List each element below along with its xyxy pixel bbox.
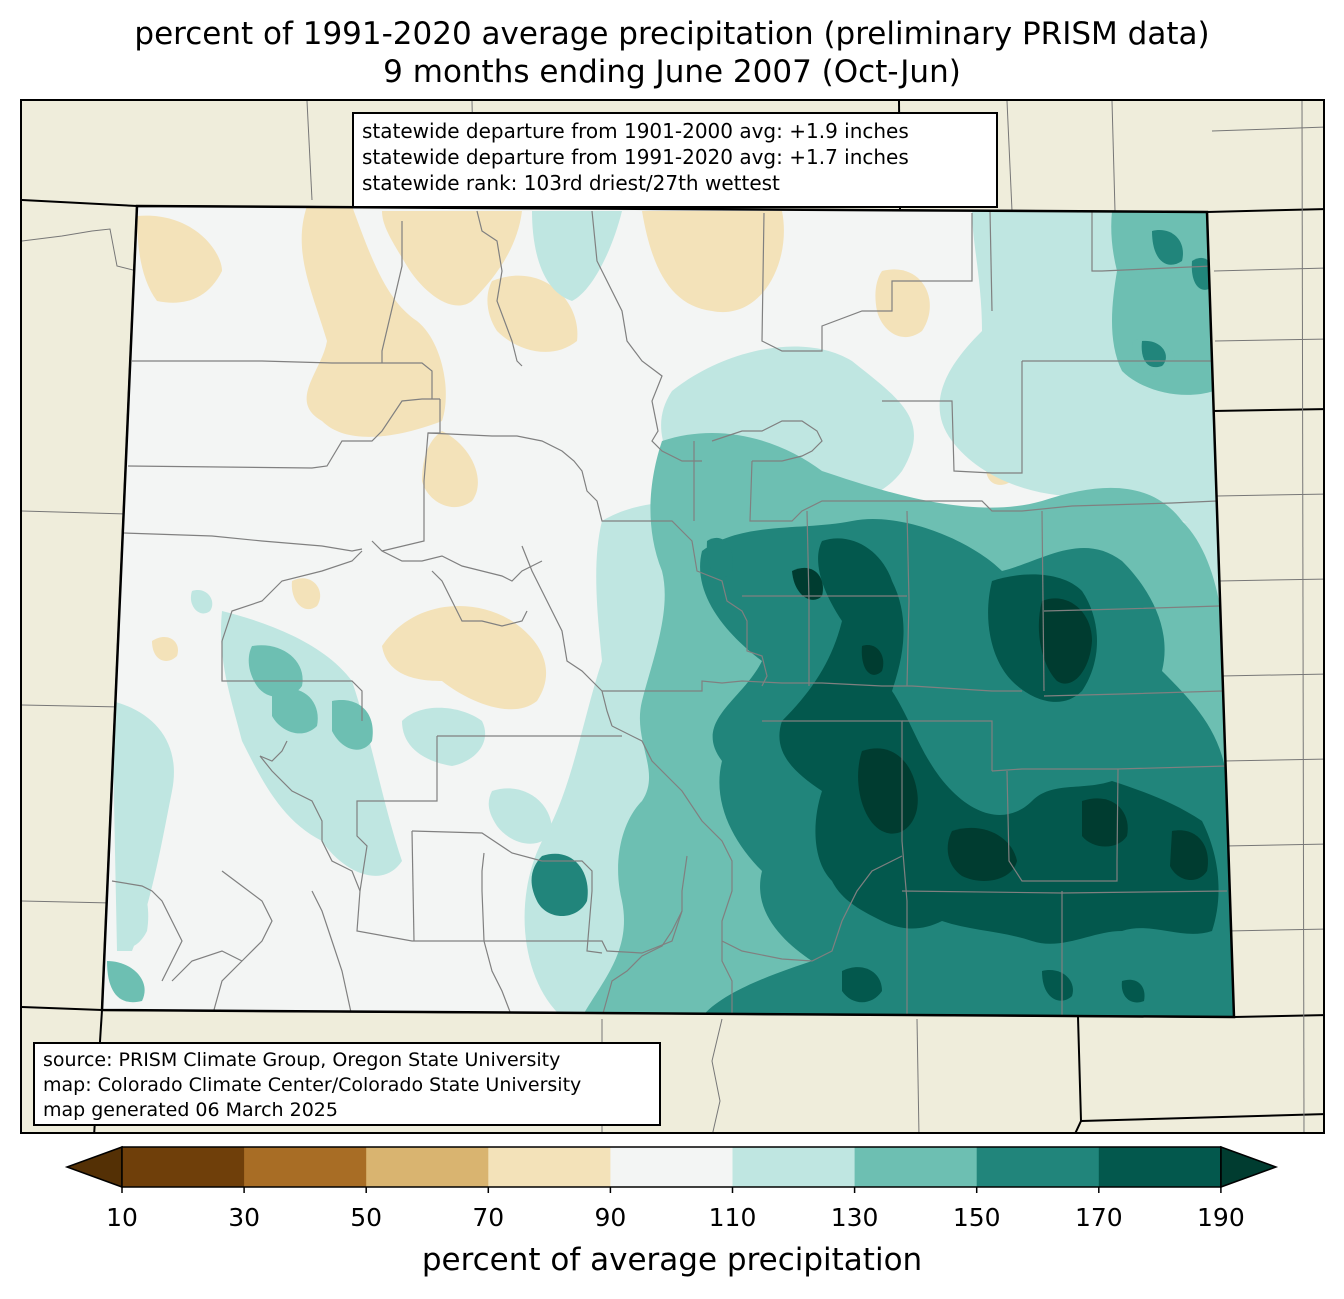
colorbar-tick-label: 190 xyxy=(1197,1203,1245,1232)
county-borders xyxy=(111,210,1228,1017)
colorbar-tick-label: 150 xyxy=(952,1203,1001,1232)
map-frame: statewide departure from 1901-2000 avg: … xyxy=(20,99,1325,1134)
precipitation-field xyxy=(102,206,1234,1017)
stats-rank: statewide rank: 103rd driest/27th wettes… xyxy=(362,171,780,195)
colorbar-bin xyxy=(488,1147,611,1187)
colorbar xyxy=(64,1145,1279,1193)
colorbar-bin xyxy=(1098,1147,1222,1187)
colorbar-tick-label: 90 xyxy=(594,1203,627,1232)
map-subtitle: 9 months ending June 2007 (Oct-Jun) xyxy=(383,54,961,90)
map-title: percent of 1991-2020 average precipitati… xyxy=(134,16,1210,52)
colorbar-tick-label: 50 xyxy=(350,1203,383,1232)
colorbar-arrow-max xyxy=(1220,1145,1279,1189)
colorbar-bin xyxy=(122,1147,245,1187)
colorbar-tick-label: 10 xyxy=(106,1203,138,1232)
colorbar-bin xyxy=(854,1147,978,1187)
colorbar-tick-label: 70 xyxy=(472,1203,505,1232)
source-line: source: PRISM Climate Group, Oregon Stat… xyxy=(43,1049,561,1071)
statewide-stats-box: statewide departure from 1901-2000 avg: … xyxy=(352,112,998,208)
colorbar-label: percent of average precipitation xyxy=(421,1242,923,1278)
colorado-border xyxy=(100,204,1236,1019)
generated-date-line: map generated 06 March 2025 xyxy=(43,1099,338,1121)
precip-70-90-areas xyxy=(137,206,1031,710)
map-credit-line: map: Colorado Climate Center/Colorado St… xyxy=(43,1074,582,1096)
colorbar-bin xyxy=(610,1147,733,1187)
precip-190plus-areas xyxy=(792,567,1208,881)
colorbar-bin xyxy=(732,1147,856,1187)
stats-departure-1901: statewide departure from 1901-2000 avg: … xyxy=(362,119,909,143)
colorbar-outline xyxy=(121,1146,1222,1188)
colorbar-bin xyxy=(976,1147,1100,1187)
colorbar-tick-label: 30 xyxy=(228,1203,260,1232)
colorbar-tick-label: 110 xyxy=(708,1203,757,1232)
source-attribution-box: source: PRISM Climate Group, Oregon Stat… xyxy=(33,1042,661,1126)
colorbar-bin xyxy=(366,1147,489,1187)
colorbar-tick-label: 130 xyxy=(830,1203,879,1232)
precipitation-map xyxy=(22,101,1323,1132)
stats-departure-1991: statewide departure from 1991-2020 avg: … xyxy=(362,145,909,169)
colorbar-tick-label: 170 xyxy=(1074,1203,1123,1232)
colorbar-bin xyxy=(244,1147,367,1187)
colorbar-arrow-min xyxy=(64,1145,123,1189)
